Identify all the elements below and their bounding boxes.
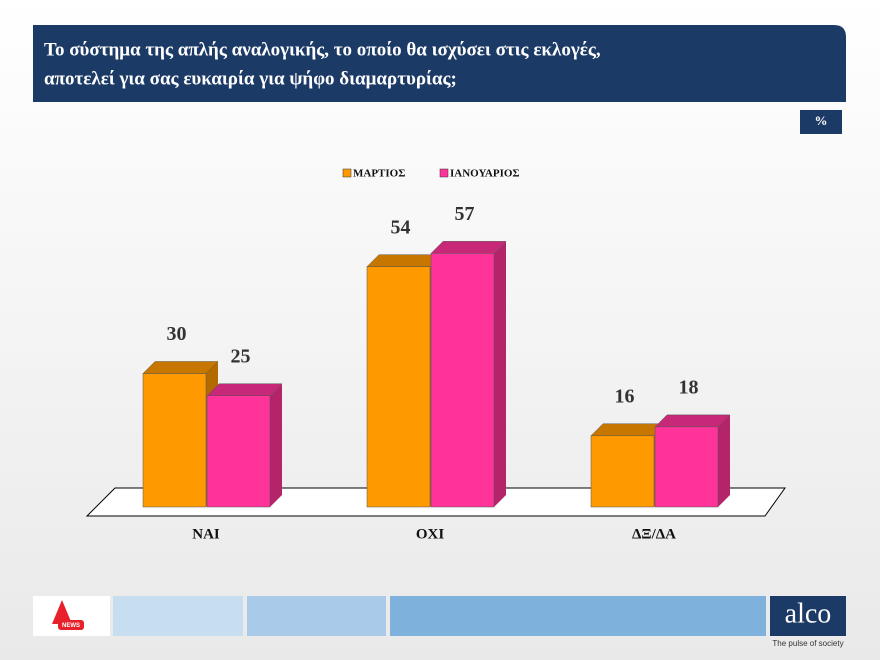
bar-top	[206, 383, 283, 396]
value-label: 18	[679, 376, 699, 398]
tagline: The pulse of society	[772, 639, 843, 648]
value-label: 54	[391, 216, 411, 238]
bar-side	[718, 414, 730, 507]
legend-swatch	[439, 168, 449, 178]
bar	[654, 414, 731, 508]
bar-front	[654, 426, 719, 508]
bar-side	[270, 383, 282, 507]
footer-panel	[113, 596, 243, 636]
bar	[206, 383, 283, 508]
unit-label: %	[815, 113, 828, 128]
bar-front	[142, 373, 207, 508]
chart-title: Το σύστημα της απλής αναλογικής, το οποί…	[44, 39, 601, 60]
chart-title: αποτελεί για σας ευκαιρία για ψήφο διαμα…	[44, 68, 457, 89]
bar	[430, 241, 507, 508]
value-label: 16	[615, 385, 635, 407]
bar-front	[206, 395, 271, 508]
legend-label: ΜΑΡΤΙΟΣ	[353, 168, 405, 180]
bar-side	[494, 241, 506, 507]
bar-top	[142, 361, 219, 374]
plot: ΝΑΙ 30 25 ΟΧΙ 54 57 ΔΞ/ΔΑ 16 18 ΜΑΡΤΙΟΣ ΙΑΝΟΥΑΡΙΟΣ	[142, 168, 731, 542]
legend-label: ΙΑΝΟΥΑΡΙΟΣ	[450, 168, 520, 180]
footer-panel	[247, 596, 386, 636]
bar-front	[366, 266, 431, 508]
value-label: 30	[167, 323, 187, 345]
news-badge	[58, 620, 84, 630]
legend-swatch	[342, 168, 352, 178]
bar-top	[430, 241, 507, 254]
bar-front	[430, 253, 495, 508]
footer-panel	[390, 596, 766, 636]
value-label: 25	[231, 345, 251, 367]
x-tick-label: ΟΧΙ	[416, 526, 445, 542]
x-tick-label: ΝΑΙ	[192, 526, 220, 542]
logo: alco	[785, 598, 832, 629]
news-icon	[52, 600, 72, 624]
news-logo: NEWS	[62, 623, 80, 629]
footer: NEWS alco The pulse of society	[33, 596, 846, 648]
unit-box	[800, 110, 842, 134]
bar-top	[654, 414, 731, 428]
value-label: 57	[455, 203, 475, 225]
logo-box	[770, 596, 846, 636]
header-box	[33, 25, 846, 102]
bar-front	[590, 435, 655, 508]
x-tick-label: ΔΞ/ΔΑ	[632, 526, 676, 542]
